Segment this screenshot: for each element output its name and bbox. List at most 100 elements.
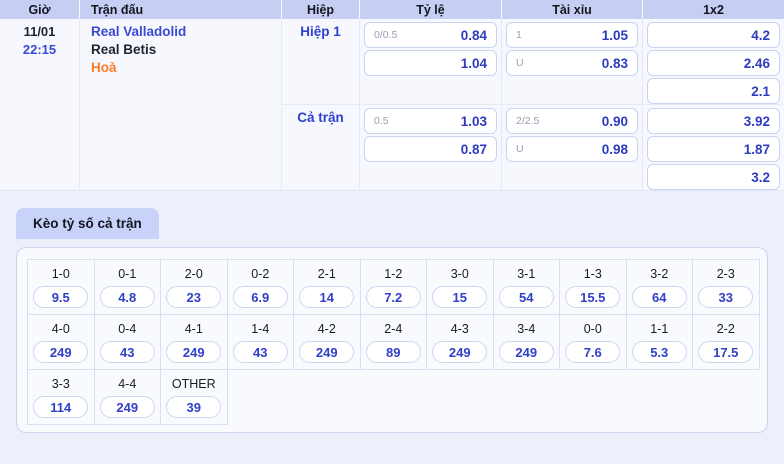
score-cell: 4-0 249	[28, 315, 95, 370]
score-label: 2-3	[716, 267, 735, 281]
score-cell: 2-4 89	[360, 315, 427, 370]
score-cell: 4-2 249	[294, 315, 361, 370]
score-odds-button[interactable]: 4.8	[99, 286, 155, 308]
over-under-line: 2/2.5	[516, 115, 540, 127]
1x2-odds-button[interactable]: 1.87	[647, 136, 780, 162]
over-under-line: U	[516, 143, 524, 155]
score-cell: 1-4 43	[227, 315, 294, 370]
1x2-odds-button[interactable]: 2.1	[647, 78, 780, 104]
score-label: 3-1	[517, 267, 536, 281]
score-label: 1-1	[650, 322, 669, 336]
score-label: 2-1	[317, 267, 336, 281]
score-cell: 3-4 249	[493, 315, 560, 370]
away-team-name: Real Betis	[91, 42, 157, 57]
score-odds-button[interactable]: 249	[498, 341, 554, 363]
1x2-cell-fulltime: 3.92 1.87 3.2	[642, 104, 784, 190]
match-time-cell: 11/01 22:15	[0, 19, 79, 190]
score-cell: 3-2 64	[626, 260, 693, 315]
score-odds-button[interactable]: 249	[166, 341, 222, 363]
over-under-cell-half1: 1 1.05 U 0.83	[501, 19, 642, 104]
1x2-odds-value: 2.1	[751, 83, 770, 99]
match-teams-cell: Real Valladolid Real Betis Hoà	[79, 19, 281, 190]
home-team-name[interactable]: Real Valladolid	[91, 24, 187, 39]
over-under-line: U	[516, 57, 524, 69]
score-odds-button[interactable]: 14	[299, 286, 355, 308]
header-match: Trận đấu	[79, 0, 281, 19]
score-cell: 2-0 23	[161, 260, 228, 315]
handicap-cell-half1: 0/0.5 0.84 1.04	[359, 19, 501, 104]
score-odds-button[interactable]: 15	[432, 286, 488, 308]
score-odds-button[interactable]: 89	[365, 341, 421, 363]
score-row: 3-3 114 4-4 249 OTHER 39	[28, 370, 760, 425]
handicap-odds-button[interactable]: 0.87	[364, 136, 497, 162]
score-label: 1-2	[384, 267, 403, 281]
score-odds-button[interactable]: 7.6	[565, 341, 621, 363]
score-odds-button[interactable]: 43	[99, 341, 155, 363]
header-1x2: 1x2	[642, 0, 784, 19]
score-odds-button[interactable]: 54	[498, 286, 554, 308]
handicap-odds-value: 1.04	[460, 55, 487, 71]
score-odds-button[interactable]: 249	[99, 396, 155, 418]
over-under-odds-button[interactable]: 2/2.5 0.90	[506, 108, 638, 134]
handicap-odds-button[interactable]: 1.04	[364, 50, 497, 76]
score-cell: 3-3 114	[28, 370, 95, 425]
handicap-odds-button[interactable]: 0.5 1.03	[364, 108, 497, 134]
score-label: 0-2	[251, 267, 270, 281]
score-label: 1-4	[251, 322, 270, 336]
score-label: 2-4	[384, 322, 403, 336]
header-handicap: Tỷ lệ	[359, 0, 501, 19]
handicap-line: 0.5	[374, 115, 389, 127]
1x2-odds-button[interactable]: 3.92	[647, 108, 780, 134]
score-odds-button[interactable]: 39	[166, 396, 222, 418]
match-kickoff-time: 22:15	[22, 42, 57, 57]
score-odds-button[interactable]: 6.9	[232, 286, 288, 308]
score-odds-button[interactable]: 249	[299, 341, 355, 363]
score-row: 1-0 9.5 0-1 4.8 2-0 23 0-2 6.9 2-1 14 1-2 7.2 3-0 15 3…	[28, 260, 760, 315]
score-row: 4-0 249 0-4 43 4-1 249 1-4 43 4-2 249 2-4 89 4-3 249 3…	[28, 315, 760, 370]
score-label: 4-2	[317, 322, 336, 336]
1x2-odds-button[interactable]: 2.46	[647, 50, 780, 76]
handicap-odds-button[interactable]: 0/0.5 0.84	[364, 22, 497, 48]
score-odds-button[interactable]: 15.5	[565, 286, 621, 308]
score-odds-button[interactable]: 5.3	[631, 341, 687, 363]
match-odds-table: Giờ Trận đấu Hiệp Tỷ lệ Tài xỉu 1x2 11/0…	[0, 0, 784, 191]
1x2-odds-value: 3.2	[751, 169, 770, 185]
score-cell: 1-3 15.5	[560, 260, 627, 315]
over-under-cell-fulltime: 2/2.5 0.90 U 0.98	[501, 104, 642, 190]
over-under-odds-button[interactable]: 1 1.05	[506, 22, 638, 48]
score-cell: 2-3 33	[693, 260, 760, 315]
score-label: 2-2	[716, 322, 735, 336]
score-label: 2-0	[184, 267, 203, 281]
score-odds-button[interactable]: 114	[33, 396, 89, 418]
score-cell: OTHER 39	[161, 370, 228, 425]
score-label: 3-0	[450, 267, 469, 281]
score-odds-button[interactable]: 7.2	[365, 286, 421, 308]
score-label: 4-1	[184, 322, 203, 336]
score-odds-button[interactable]: 249	[432, 341, 488, 363]
score-label: 3-2	[650, 267, 669, 281]
handicap-odds-value: 0.87	[460, 141, 487, 157]
score-odds-button[interactable]: 17.5	[698, 341, 754, 363]
header-time: Giờ	[0, 0, 79, 19]
score-cell: 1-0 9.5	[28, 260, 95, 315]
tab-correct-score[interactable]: Kèo tỷ số cả trận	[16, 208, 159, 239]
1x2-odds-button[interactable]: 4.2	[647, 22, 780, 48]
score-odds-button[interactable]: 9.5	[33, 286, 89, 308]
score-cell: 1-1 5.3	[626, 315, 693, 370]
score-odds-button[interactable]: 33	[698, 286, 754, 308]
over-under-odds-button[interactable]: U 0.98	[506, 136, 638, 162]
1x2-odds-button[interactable]: 3.2	[647, 164, 780, 190]
score-grid: 1-0 9.5 0-1 4.8 2-0 23 0-2 6.9 2-1 14 1-2 7.2 3-0 15 3…	[27, 259, 760, 425]
over-under-odds-button[interactable]: U 0.83	[506, 50, 638, 76]
score-cell: 0-0 7.6	[560, 315, 627, 370]
score-cell: 4-3 249	[427, 315, 494, 370]
over-under-line: 1	[516, 29, 522, 41]
score-label: 0-4	[118, 322, 137, 336]
header-over-under: Tài xỉu	[501, 0, 642, 19]
score-odds-button[interactable]: 249	[33, 341, 89, 363]
score-label: 3-4	[517, 322, 536, 336]
score-odds-button[interactable]: 64	[631, 286, 687, 308]
score-cell: 4-4 249	[94, 370, 161, 425]
score-odds-button[interactable]: 43	[232, 341, 288, 363]
score-odds-button[interactable]: 23	[166, 286, 222, 308]
